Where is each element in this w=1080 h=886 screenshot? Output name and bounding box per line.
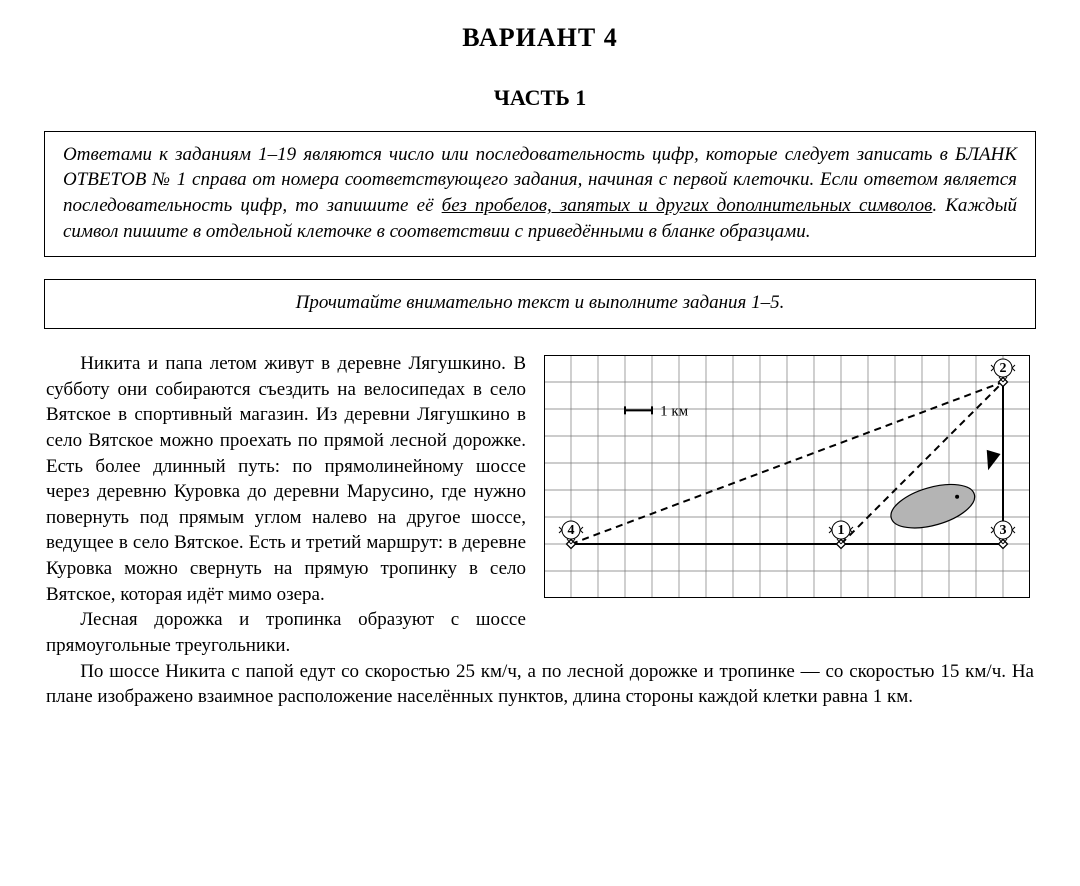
instructions-box: Ответами к заданиям 1–19 являются число … xyxy=(44,131,1036,258)
problem-para-3: По шоссе Никита с папой едут со скорость… xyxy=(46,659,1034,710)
page: ВАРИАНТ 4 ЧАСТЬ 1 Ответами к заданиям 1–… xyxy=(0,0,1080,886)
map-figure: 1 км 1 2 3 4 xyxy=(544,355,1034,600)
map-svg: 1 км 1 2 3 4 xyxy=(544,355,1030,598)
part-title: ЧАСТЬ 1 xyxy=(40,83,1040,113)
instructions-underlined: без пробелов, запятых и других дополните… xyxy=(442,195,933,216)
main-title: ВАРИАНТ 4 xyxy=(40,20,1040,55)
svg-text:1 км: 1 км xyxy=(660,403,689,419)
svg-text:3: 3 xyxy=(1000,523,1007,538)
problem-para-2: Лесная дорожка и тропинка образуют с шос… xyxy=(46,607,1034,658)
svg-text:1: 1 xyxy=(838,523,845,538)
problem-block: 1 км1234 Никита и папа летом живут в дер… xyxy=(46,351,1034,710)
read-box: Прочитайте внимательно текст и выполните… xyxy=(44,279,1036,329)
svg-text:4: 4 xyxy=(568,523,575,538)
read-text: Прочитайте внимательно текст и выполните… xyxy=(296,292,785,313)
svg-text:2: 2 xyxy=(1000,361,1007,376)
